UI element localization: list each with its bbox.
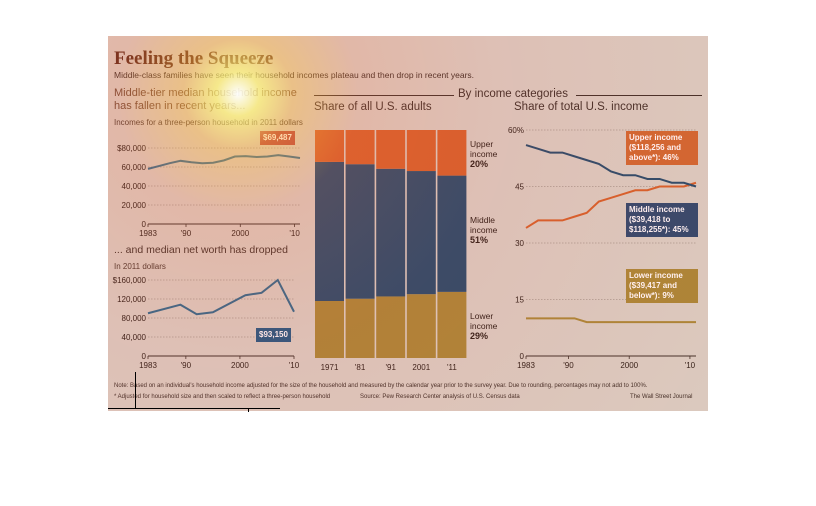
note-line: Note: Based on an individual's household…	[114, 383, 648, 389]
infographic-panel: Feeling the Squeeze Middle-class familie…	[108, 36, 708, 411]
bar-segment-lower-income	[376, 296, 406, 358]
share-income-ytick-label: 30	[515, 239, 524, 248]
networth-ytick-label: $160,000	[113, 276, 147, 285]
bar-xtick-label: '81	[355, 363, 366, 372]
categories-rule-left	[314, 95, 454, 96]
share-income-ytick-label: 45	[515, 183, 524, 192]
bar-segment-upper-income	[406, 130, 436, 172]
income-xtick-label: '90	[181, 229, 192, 238]
bar-segment-middle-income	[345, 164, 375, 299]
bar-segment-lower-income	[315, 301, 344, 358]
annotation-box-left	[108, 372, 136, 409]
networth-callout: $93,150	[256, 328, 291, 342]
share-income-ytick-label: 60%	[508, 126, 524, 135]
networth-heading: ... and median net worth has dropped	[114, 244, 288, 256]
lower-income-label: Lower income 29%	[470, 311, 497, 341]
bar-xtick-label: '91	[385, 363, 396, 372]
middle-label-value: 51%	[470, 235, 489, 245]
bar-segment-lower-income	[437, 291, 467, 358]
page-subtitle: Middle-class families have seen their ho…	[114, 70, 475, 80]
lower-income-callout: Lower income ($39,417 and below*): 9%	[626, 269, 698, 303]
share-adults-heading: Share of all U.S. adults	[314, 101, 432, 113]
networth-xtick-label: 1983	[139, 361, 157, 370]
middle-income-callout: Middle income ($39,418 to $118,255*): 45…	[626, 203, 698, 237]
bar-xtick-label: '11	[447, 363, 457, 372]
networth-ytick-label: 80,000	[122, 314, 147, 323]
middle-label-line2: income	[470, 225, 498, 235]
income-heading: Middle-tier median household income has …	[114, 87, 297, 112]
bar-xtick-label: 1971	[321, 363, 339, 372]
share-income-series-line	[526, 317, 696, 324]
categories-rule-right	[576, 95, 702, 96]
income-xtick-label: 2000	[231, 229, 249, 238]
bar-segment-middle-income	[315, 161, 344, 301]
bar-segment-upper-income	[315, 130, 344, 162]
upper-label-line1: Upper	[470, 139, 494, 149]
bar-segment-middle-income	[437, 175, 467, 292]
source-line: Source: Pew Research Center analysis of …	[360, 394, 520, 400]
bar-segment-upper-income	[437, 130, 467, 176]
categories-header: By income categories	[456, 88, 570, 100]
middle-label-line1: Middle	[470, 215, 496, 225]
income-subheading: Incomes for a three-person household in …	[114, 118, 303, 127]
income-ytick-label: $80,000	[117, 144, 146, 153]
bar-segment-lower-income	[345, 298, 375, 358]
networth-xtick-label: '10	[289, 361, 300, 370]
credit-line: The Wall Street Journal	[630, 394, 693, 400]
income-ytick-label: 60,000	[122, 163, 147, 172]
networth-ytick-label: 120,000	[117, 295, 146, 304]
income-ytick-label: 20,000	[122, 201, 147, 210]
upper-income-callout: Upper income ($118,256 and above*): 46%	[626, 131, 698, 165]
networth-xtick-label: '90	[181, 361, 192, 370]
income-xtick-label: 1983	[139, 229, 157, 238]
lower-label-line2: income	[470, 321, 498, 331]
page-title: Feeling the Squeeze	[114, 48, 274, 69]
share-income-xtick-label: '90	[563, 361, 574, 370]
income-ytick-label: 40,000	[122, 182, 147, 191]
annotation-tick	[248, 408, 249, 412]
bar-xtick-label: 2001	[412, 363, 430, 372]
upper-income-label: Upper income 20%	[470, 139, 497, 169]
bar-segment-upper-income	[345, 130, 375, 165]
income-callout: $69,487	[260, 131, 295, 145]
share-income-ytick-label: 15	[515, 296, 524, 305]
bar-segment-lower-income	[406, 294, 436, 358]
share-income-ytick-label: 0	[520, 352, 525, 361]
networth-ytick-label: 0	[142, 352, 147, 361]
bar-segment-upper-income	[376, 130, 406, 169]
lower-label-line1: Lower	[470, 311, 494, 321]
networth-ytick-label: 40,000	[122, 333, 147, 342]
lower-label-value: 29%	[470, 331, 489, 341]
bar-segment-middle-income	[376, 168, 406, 297]
annotation-underline	[135, 408, 280, 409]
share-income-xtick-label: '10	[685, 361, 696, 370]
share-income-xtick-label: 1983	[517, 361, 535, 370]
share-income-heading: Share of total U.S. income	[514, 101, 649, 113]
networth-series-line	[147, 278, 295, 316]
upper-label-line2: income	[470, 149, 498, 159]
bar-segment-middle-income	[406, 171, 436, 295]
income-xtick-label: '10	[289, 229, 300, 238]
upper-label-value: 20%	[470, 159, 489, 169]
share-income-xtick-label: 2000	[620, 361, 638, 370]
footnote-line: * Adjusted for household size and then s…	[114, 394, 331, 400]
networth-subheading: In 2011 dollars	[114, 262, 166, 271]
networth-xtick-label: 2000	[231, 361, 249, 370]
share-adults-bar-chart: 1971 '81 '91 2001 '11	[315, 130, 467, 372]
middle-income-label: Middle income 51%	[470, 215, 497, 245]
income-ytick-label: 0	[142, 220, 147, 229]
